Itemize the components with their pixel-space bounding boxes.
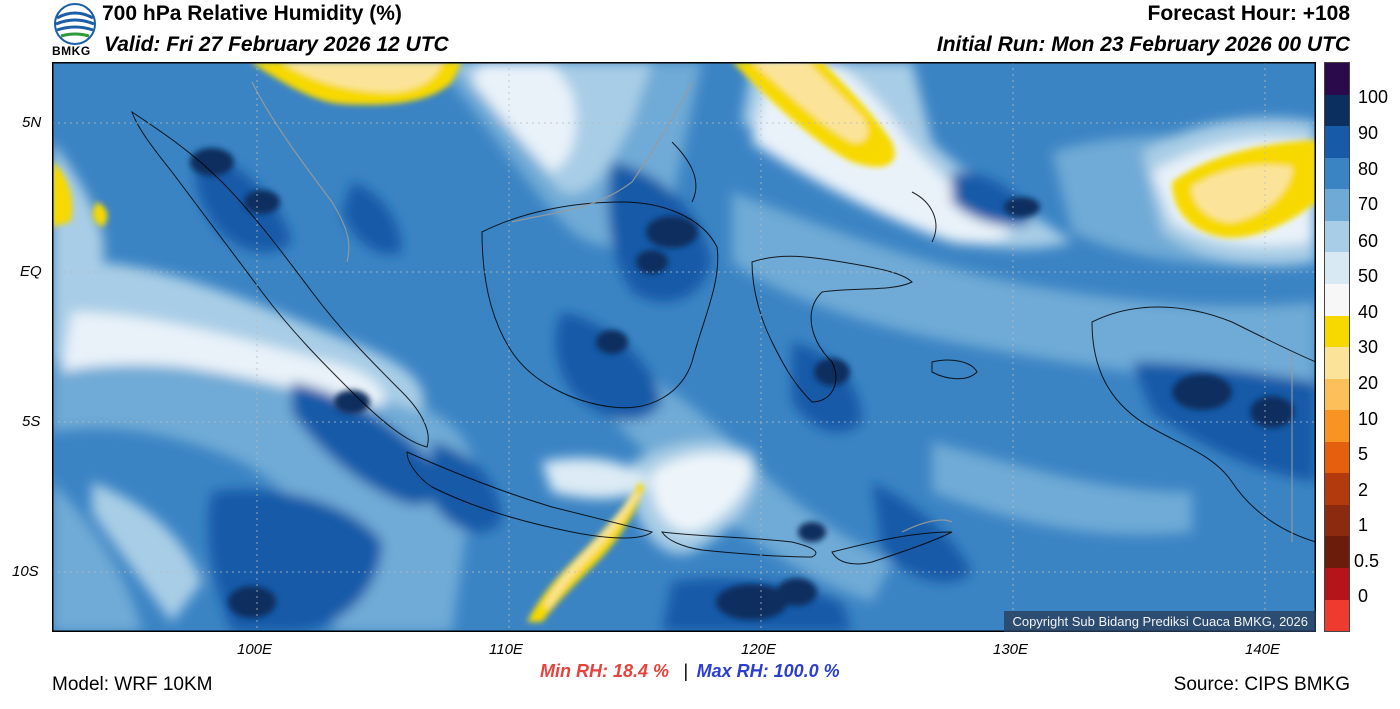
copyright-note: Copyright Sub Bidang Prediksi Cuaca BMKG… (1004, 611, 1316, 632)
humidity-field (52, 62, 1316, 632)
source-label: Source: CIPS BMKG (1173, 674, 1350, 695)
colorbar-label: 10 (1358, 409, 1379, 429)
colorbar-label: 100 (1358, 87, 1389, 107)
colorbar-swatch (1325, 126, 1349, 158)
forecast-hour: Forecast Hour: +108 (1147, 2, 1351, 25)
valid-time: Valid: Fri 27 February 2026 12 UTC (104, 33, 449, 56)
colorbar (1324, 62, 1350, 632)
colorbar-label: 90 (1358, 123, 1379, 143)
colorbar-swatch (1325, 378, 1349, 411)
colorbar-swatch (1325, 315, 1349, 348)
colorbar-label: 20 (1358, 373, 1379, 393)
colorbar-swatch (1325, 536, 1349, 568)
colorbar-swatch (1325, 568, 1349, 600)
lat-label: 5N (22, 114, 42, 131)
colorbar-label: 60 (1358, 231, 1379, 251)
lon-label: 140E (1245, 641, 1281, 658)
humidity-map[interactable]: Copyright Sub Bidang Prediksi Cuaca BMKG… (52, 62, 1316, 632)
colorbar-label: 2 (1358, 480, 1369, 500)
colorbar-label: 70 (1358, 194, 1379, 214)
max-rh: Max RH: 100.0 % (696, 661, 840, 681)
lat-label: 10S (12, 563, 39, 580)
bmkg-logo: BMKG (52, 2, 98, 60)
colorbar-label: 50 (1358, 266, 1379, 286)
bmkg-emblem-icon (54, 3, 96, 45)
colorbar-swatch (1325, 283, 1349, 316)
colorbar-label: 80 (1358, 159, 1379, 179)
colorbar-swatch (1325, 157, 1349, 190)
rh-separator: | (683, 661, 689, 681)
model-label: Model: WRF 10KM (52, 674, 213, 695)
colorbar-swatch (1325, 410, 1349, 442)
rh-extremes: Min RH: 18.4 % | Max RH: 100.0 % (540, 661, 840, 682)
colorbar-strip (1325, 63, 1349, 631)
lat-label: 5S (22, 413, 41, 430)
lon-label: 110E (489, 641, 523, 658)
colorbar-label: 1 (1358, 515, 1369, 535)
lon-label: 100E (237, 641, 273, 658)
lat-label: EQ (20, 263, 42, 280)
colorbar-swatch (1325, 94, 1349, 127)
colorbar-swatch (1325, 63, 1349, 95)
lon-label: 120E (741, 641, 777, 658)
colorbar-label: 0 (1358, 586, 1369, 606)
colorbar-swatch (1325, 473, 1349, 505)
initial-run: Initial Run: Mon 23 February 2026 00 UTC (936, 33, 1350, 56)
colorbar-swatch (1325, 189, 1349, 221)
colorbar-swatch (1325, 599, 1349, 631)
colorbar-swatch (1325, 504, 1349, 537)
colorbar-label: 30 (1358, 337, 1379, 357)
colorbar-label: 0.5 (1354, 551, 1380, 571)
colorbar-swatch (1325, 220, 1349, 253)
colorbar-swatch (1325, 441, 1349, 474)
logo-text: BMKG (52, 44, 91, 58)
colorbar-swatch (1325, 347, 1349, 379)
map-title: 700 hPa Relative Humidity (%) (102, 2, 402, 25)
lon-label: 130E (993, 641, 1029, 658)
colorbar-swatch (1325, 252, 1349, 284)
colorbar-label: 5 (1358, 444, 1369, 464)
colorbar-label: 40 (1358, 302, 1379, 322)
min-rh: Min RH: 18.4 % (540, 661, 670, 681)
